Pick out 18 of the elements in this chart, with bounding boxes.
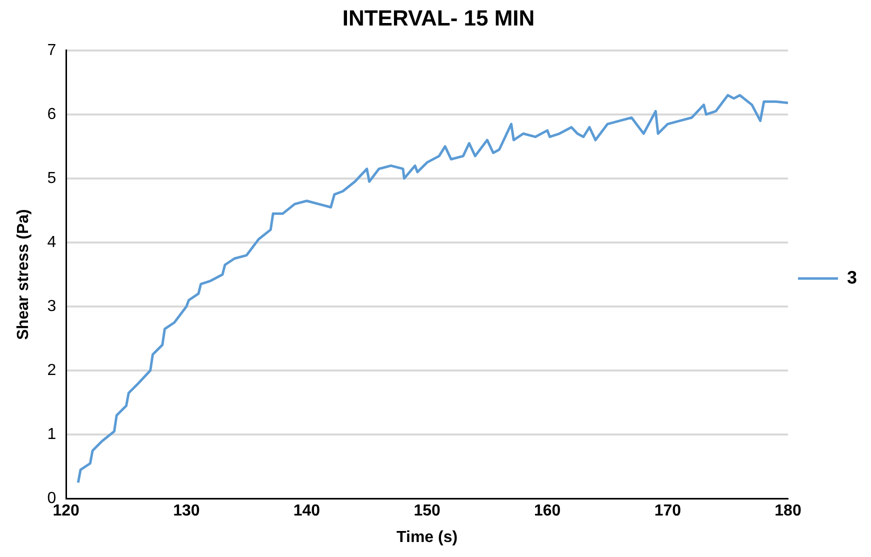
x-tick-label: 120 [52,502,80,520]
y-tick-label: 3 [47,298,56,315]
x-axis-title: Time (s) [396,528,458,546]
x-tick-label: 160 [534,502,561,520]
x-tick-label: 140 [293,502,320,520]
legend-label: 3 [846,267,858,288]
y-tick-label: 5 [47,170,56,187]
x-tick-label: 170 [654,502,682,520]
y-tick-label: 2 [47,362,56,379]
y-tick-label: 7 [47,42,56,59]
x-tick-label: 150 [414,502,440,520]
chart-title: INTERVAL- 15 MIN [342,5,535,30]
y-tick-label: 4 [47,234,56,251]
y-tick-label: 6 [47,106,56,123]
y-axis-title: Shear stress (Pa) [15,209,32,340]
x-tick-label: 180 [774,502,802,520]
x-tick-label: 130 [173,502,200,520]
y-tick-label: 1 [47,426,56,443]
